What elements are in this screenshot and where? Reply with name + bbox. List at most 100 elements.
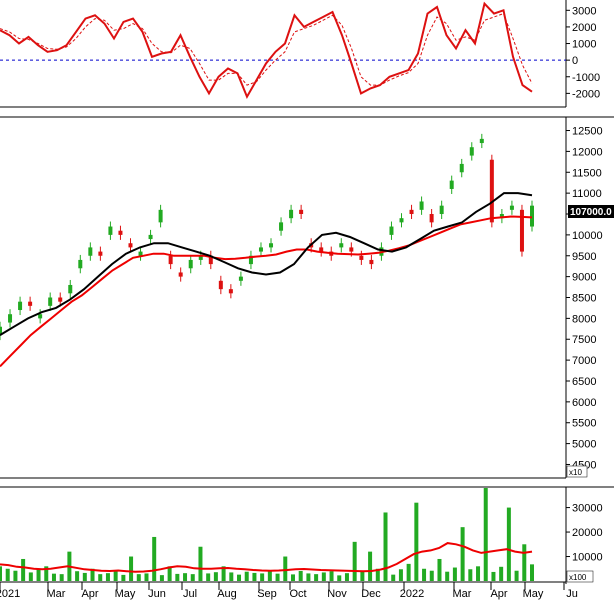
x-tick-label: Mar [453,588,472,600]
candle-up [158,209,163,223]
oscillator-signal-line [0,12,533,86]
volume-bar [314,574,319,581]
candle-up [479,138,484,144]
volume-bar [506,507,511,581]
volume-bar [491,571,496,581]
candle-down [218,280,223,290]
candle-up [530,205,534,227]
candle-up [78,259,83,269]
price-y-tick-label: 12500 [572,126,603,138]
volume-bar [522,544,527,581]
oscillator-y-tick-label: 0 [572,55,578,67]
oscillator-y-tick-label: -1000 [572,72,600,84]
candle-up [88,247,93,256]
candle-down [319,247,324,252]
candle-up [469,147,474,156]
x-tick-label: Sep [257,588,277,600]
volume-bar [476,566,481,581]
volume-multiplier: x100 [569,573,587,582]
ma-short-line [0,192,533,336]
candle-up [68,284,73,294]
candle-down [168,255,173,265]
volume-bar [368,551,373,581]
candle-up [279,222,284,231]
candle-up [389,226,394,235]
volume-y-ticks: 30000 20000 10000 [566,503,603,564]
x-tick-label: Aug [217,588,237,600]
candle-down [489,159,494,223]
volume-bar [244,571,249,581]
x-tick-label: Jun [148,588,166,600]
volume-bar [283,556,288,581]
volume-bar [375,568,380,581]
volume-bar [136,574,141,581]
candle-up [8,314,13,323]
oscillator-y-tick-label: -2000 [572,88,600,100]
volume-bar [329,571,334,581]
volume-bar [121,574,126,581]
candle-up [509,205,514,210]
volume-bar [483,488,488,581]
volume-bar [352,541,357,581]
candle-up [289,209,294,219]
candle-up [449,180,454,189]
price-y-tick-label: 9500 [572,251,596,263]
volume-bar [221,566,226,581]
x-tick-label: Nov [327,588,347,600]
volume-bar [252,572,257,581]
candle-up [138,251,143,256]
volume-bar [36,569,41,581]
volume-bar [306,573,311,581]
volume-bar [298,570,303,581]
volume-bar [445,571,450,581]
volume-bar [229,572,234,581]
volume-bar [28,572,33,581]
volume-bar [260,573,265,581]
ma-long-line [0,215,533,368]
oscillator-y-ticks: 3000 2000 1000 0 -1000 -2000 [566,5,600,100]
candle-down [429,214,434,223]
volume-bar [275,573,280,581]
volume-bar [21,558,26,581]
x-tick-label: Dec [361,588,381,600]
volume-bar [460,527,465,581]
price-y-tick-label: 9000 [572,272,596,284]
candle-down [98,251,103,256]
candle-up [198,255,203,260]
price-y-tick-label: 6000 [572,397,596,409]
volume-bar [198,546,203,581]
volume-bar [152,536,157,581]
volume-panel: 30000 20000 10000 x100 [0,486,614,584]
volume-bar [290,574,295,581]
x-tick-label: May [523,588,544,600]
candle-up [18,301,23,311]
price-y-tick-label: 7500 [572,334,596,346]
volume-ma-line [0,542,533,573]
x-tick-label: Oct [289,588,306,600]
price-panel: 4500500055006000650070007500800085009000… [0,116,614,479]
candle-up [108,226,113,235]
candle-up [499,214,504,219]
volume-bar [113,571,118,581]
candle-down [299,209,304,215]
volume-bar [183,573,188,581]
volume-bar [213,572,218,581]
volume-bar [383,512,388,581]
x-tick-label: Apr [490,588,507,600]
oscillator-panel: 3000 2000 1000 0 -1000 -2000 [0,0,600,108]
volume-bar [129,556,134,581]
candle-down [178,272,183,277]
volume-bar [159,575,164,581]
x-tick-label: May [115,588,136,600]
volume-bar [51,573,56,581]
volume-bar [437,558,442,581]
price-y-tick-label: 12000 [572,146,603,158]
x-tick-label: Mar [47,588,66,600]
volume-bar [499,566,504,581]
price-y-tick-label: 10000 [572,230,603,242]
price-multiplier-box [566,465,588,478]
price-y-tick-label: 11500 [572,167,602,179]
candle-up [439,205,444,215]
